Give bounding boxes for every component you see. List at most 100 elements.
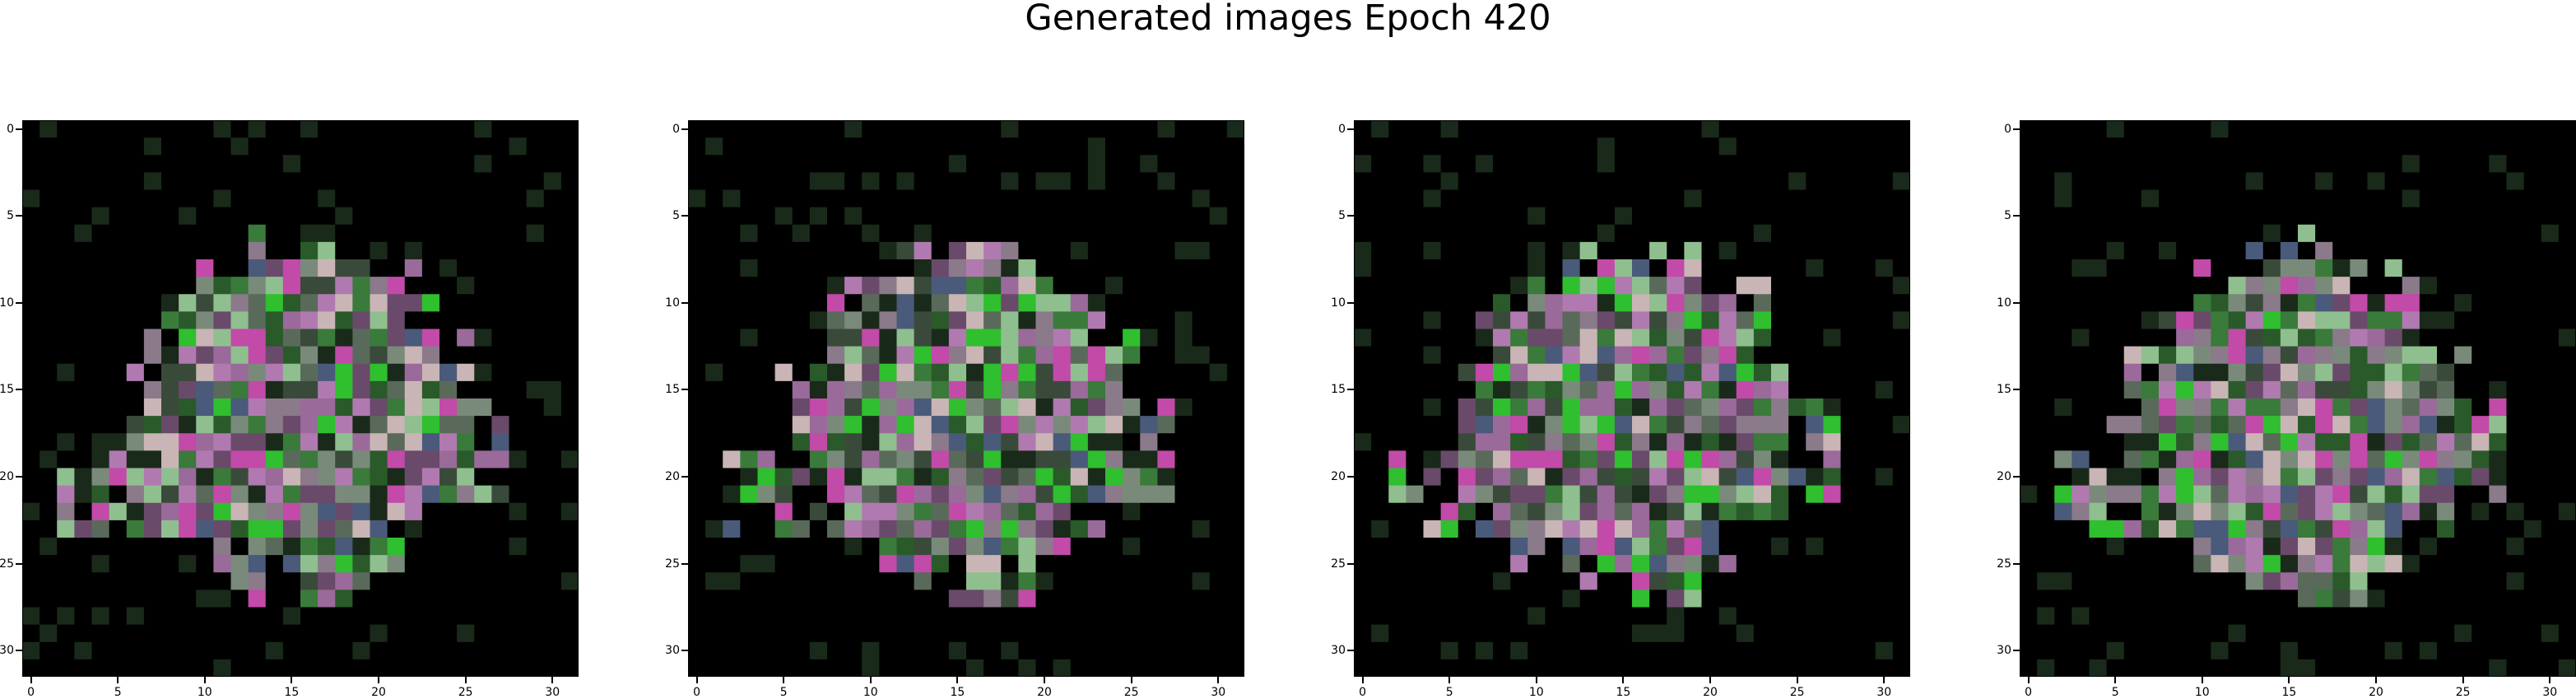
pixel bbox=[2228, 241, 2247, 260]
pixel bbox=[844, 241, 863, 260]
pixel bbox=[2262, 380, 2281, 399]
pixel bbox=[2141, 380, 2160, 399]
pixel bbox=[2020, 155, 2038, 173]
pixel bbox=[2437, 624, 2455, 643]
pixel bbox=[526, 189, 545, 208]
pixel bbox=[1562, 241, 1581, 260]
pixel bbox=[1440, 572, 1459, 590]
pixel bbox=[2419, 241, 2438, 260]
pixel bbox=[1892, 398, 1910, 417]
pixel bbox=[1105, 398, 1123, 417]
pixel bbox=[282, 641, 301, 660]
pixel bbox=[1562, 155, 1581, 173]
pixel bbox=[1823, 416, 1841, 434]
pixel bbox=[1001, 538, 1019, 556]
pixel bbox=[1123, 207, 1141, 226]
pixel bbox=[143, 502, 162, 521]
pixel bbox=[2315, 346, 2333, 365]
pixel bbox=[1597, 502, 1616, 521]
pixel bbox=[352, 224, 370, 243]
pixel bbox=[370, 189, 388, 208]
pixel bbox=[1788, 380, 1806, 399]
pixel bbox=[421, 502, 440, 521]
pixel bbox=[196, 398, 214, 417]
pixel bbox=[2315, 433, 2333, 451]
pixel bbox=[1388, 277, 1407, 295]
pixel bbox=[318, 155, 336, 173]
pixel bbox=[1174, 450, 1193, 468]
pixel bbox=[526, 450, 545, 468]
pixel bbox=[844, 207, 863, 226]
pixel bbox=[792, 398, 811, 417]
x-tick bbox=[2375, 677, 2378, 683]
pixel bbox=[1771, 207, 1789, 226]
pixel bbox=[300, 502, 319, 521]
pixel bbox=[914, 120, 932, 138]
pixel bbox=[1701, 538, 1720, 556]
pixel bbox=[248, 294, 267, 312]
pixel bbox=[439, 589, 458, 608]
pixel bbox=[1771, 641, 1789, 660]
pixel bbox=[2262, 363, 2281, 382]
pixel bbox=[1788, 572, 1806, 590]
pixel bbox=[1105, 294, 1123, 312]
y-tick bbox=[2013, 128, 2020, 130]
pixel bbox=[2054, 137, 2072, 156]
generated-image-panel-1: 0 0 5 5 10 10 15 15 20 20 25 25 30 30 bbox=[0, 120, 579, 699]
pixel bbox=[230, 433, 249, 451]
pixel bbox=[1701, 659, 1720, 677]
pixel bbox=[757, 659, 776, 677]
pixel bbox=[740, 641, 758, 660]
pixel bbox=[318, 380, 336, 399]
pixel bbox=[1105, 189, 1123, 208]
pixel bbox=[352, 155, 370, 173]
pixel bbox=[457, 224, 475, 243]
pixel bbox=[2332, 450, 2350, 468]
pixel bbox=[1440, 259, 1459, 277]
pixel bbox=[1875, 502, 1894, 521]
pixel bbox=[1123, 329, 1141, 347]
pixel bbox=[1226, 398, 1244, 417]
pixel bbox=[1423, 659, 1442, 677]
pixel bbox=[2437, 589, 2455, 608]
pixel bbox=[1701, 624, 1720, 643]
pixel bbox=[560, 207, 579, 226]
pixel bbox=[2262, 137, 2281, 156]
pixel bbox=[1753, 363, 1772, 382]
pixel bbox=[2471, 572, 2490, 590]
pixel bbox=[1858, 555, 1876, 573]
pixel bbox=[179, 224, 197, 243]
pixel bbox=[1388, 224, 1407, 243]
pixel bbox=[1753, 207, 1772, 226]
y-tick bbox=[681, 128, 688, 130]
pixel bbox=[1771, 555, 1789, 573]
pixel bbox=[560, 572, 579, 590]
pixel bbox=[2506, 624, 2525, 643]
pixel bbox=[1406, 277, 1424, 295]
pixel bbox=[1614, 241, 1633, 260]
pixel bbox=[1753, 641, 1772, 660]
pixel bbox=[931, 189, 950, 208]
pixel bbox=[1806, 259, 1824, 277]
pixel bbox=[230, 346, 249, 365]
pixel bbox=[1493, 329, 1511, 347]
pixel bbox=[1226, 641, 1244, 660]
pixel bbox=[1001, 120, 1019, 138]
pixel bbox=[1579, 120, 1598, 138]
pixel bbox=[1123, 137, 1141, 156]
pixel bbox=[1053, 380, 1072, 399]
pixel bbox=[2558, 485, 2576, 504]
y-tick bbox=[16, 562, 22, 565]
pixel bbox=[2384, 380, 2403, 399]
pixel bbox=[2176, 241, 2194, 260]
pixel bbox=[196, 416, 214, 434]
pixel bbox=[1354, 398, 1372, 417]
pixel bbox=[1087, 641, 1106, 660]
pixel bbox=[809, 363, 828, 382]
pixel bbox=[57, 207, 75, 226]
pixel bbox=[2506, 380, 2525, 399]
pixel bbox=[457, 485, 475, 504]
pixel bbox=[1892, 259, 1910, 277]
pixel bbox=[1718, 259, 1737, 277]
pixel bbox=[1475, 241, 1494, 260]
